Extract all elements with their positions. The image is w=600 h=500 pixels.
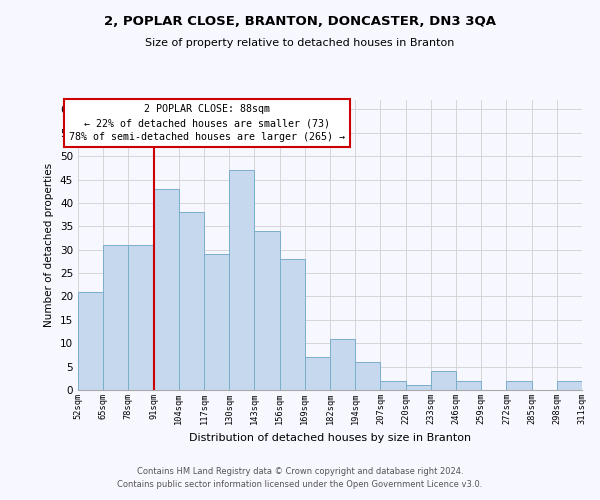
Bar (380, 380, 406, 390)
Bar (254, 231, 280, 390)
Bar (204, 254, 229, 390)
Bar (78, 292, 103, 390)
Bar (179, 212, 204, 390)
Bar (128, 245, 154, 390)
Text: Contains public sector information licensed under the Open Government Licence v3: Contains public sector information licen… (118, 480, 482, 489)
Bar (506, 380, 532, 390)
Bar (431, 372, 456, 390)
Bar (229, 170, 254, 390)
Text: Contains HM Land Registry data © Crown copyright and database right 2024.: Contains HM Land Registry data © Crown c… (137, 467, 463, 476)
Bar (103, 245, 128, 390)
Bar (305, 358, 330, 390)
Bar (406, 386, 431, 390)
Text: 2 POPLAR CLOSE: 88sqm
← 22% of detached houses are smaller (73)
78% of semi-deta: 2 POPLAR CLOSE: 88sqm ← 22% of detached … (68, 104, 344, 142)
X-axis label: Distribution of detached houses by size in Branton: Distribution of detached houses by size … (189, 432, 471, 442)
Bar (456, 380, 481, 390)
Text: 2, POPLAR CLOSE, BRANTON, DONCASTER, DN3 3QA: 2, POPLAR CLOSE, BRANTON, DONCASTER, DN3… (104, 15, 496, 28)
Text: Size of property relative to detached houses in Branton: Size of property relative to detached ho… (145, 38, 455, 48)
Bar (355, 362, 380, 390)
Bar (280, 259, 305, 390)
Bar (330, 338, 355, 390)
Y-axis label: Number of detached properties: Number of detached properties (44, 163, 55, 327)
Bar (557, 380, 582, 390)
Bar (154, 189, 179, 390)
